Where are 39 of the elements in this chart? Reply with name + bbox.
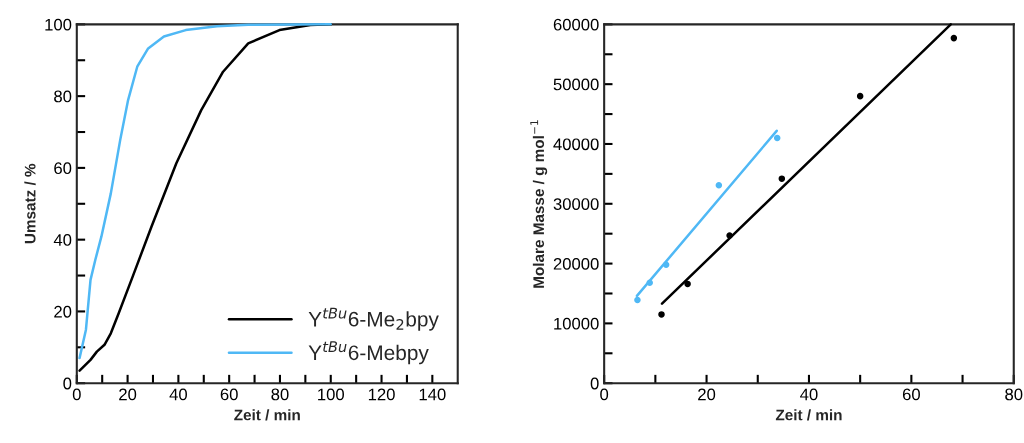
point	[658, 311, 665, 318]
y-tick-label: 100	[45, 18, 72, 31]
point	[634, 296, 641, 304]
y-tick-label: 50000	[553, 78, 599, 91]
x-tick-label: 60	[220, 388, 238, 401]
y-tick-label: 10000	[554, 317, 599, 330]
x-tick-label: 80	[1005, 388, 1023, 401]
legend-label: Y$^{tBu}$6-Me$_{2}$bpy	[308, 307, 439, 331]
y-tick-label: 40000	[553, 138, 599, 151]
y-tick-label: 40	[53, 234, 72, 246]
x-tick-label: 60	[902, 388, 920, 401]
x-tick-label: 0	[72, 388, 81, 401]
point	[778, 175, 786, 182]
y-axis-title: Molare Masse / g mol$^{−1}$	[530, 120, 548, 288]
x-tick-label: 20	[119, 388, 137, 401]
x-tick-label: 100	[318, 388, 345, 401]
y-tick-label: 20	[54, 305, 72, 318]
x-tick-label: 40	[169, 388, 187, 401]
point	[950, 34, 958, 42]
y-tick-label: 60000	[553, 18, 599, 31]
x-tick-label: 20	[698, 388, 716, 401]
y-axis-title: Umsatz / %	[24, 163, 36, 244]
y-tick-label: 80	[54, 90, 72, 103]
y-tick-label: 0	[590, 377, 599, 390]
y-tick-label: 20000	[553, 257, 599, 270]
x-tick-label: 120	[368, 388, 395, 401]
x-tick-label: 80	[271, 388, 289, 401]
y-tick-label: 0	[63, 377, 72, 390]
y-tick-label: 60	[54, 162, 72, 175]
legend-label: Y$^{tBu}$6-Mebpy	[308, 341, 429, 365]
x-tick-label: 0	[600, 388, 609, 401]
y-tick-label: 30000	[553, 198, 599, 210]
x-tick-label: 140	[419, 388, 446, 401]
x-tick-label: 40	[800, 388, 818, 401]
point	[773, 134, 781, 142]
point	[715, 181, 723, 189]
x-axis-title: Zeit / min	[234, 409, 300, 421]
point	[856, 92, 864, 100]
x-axis-title: Zeit / min	[775, 409, 842, 421]
